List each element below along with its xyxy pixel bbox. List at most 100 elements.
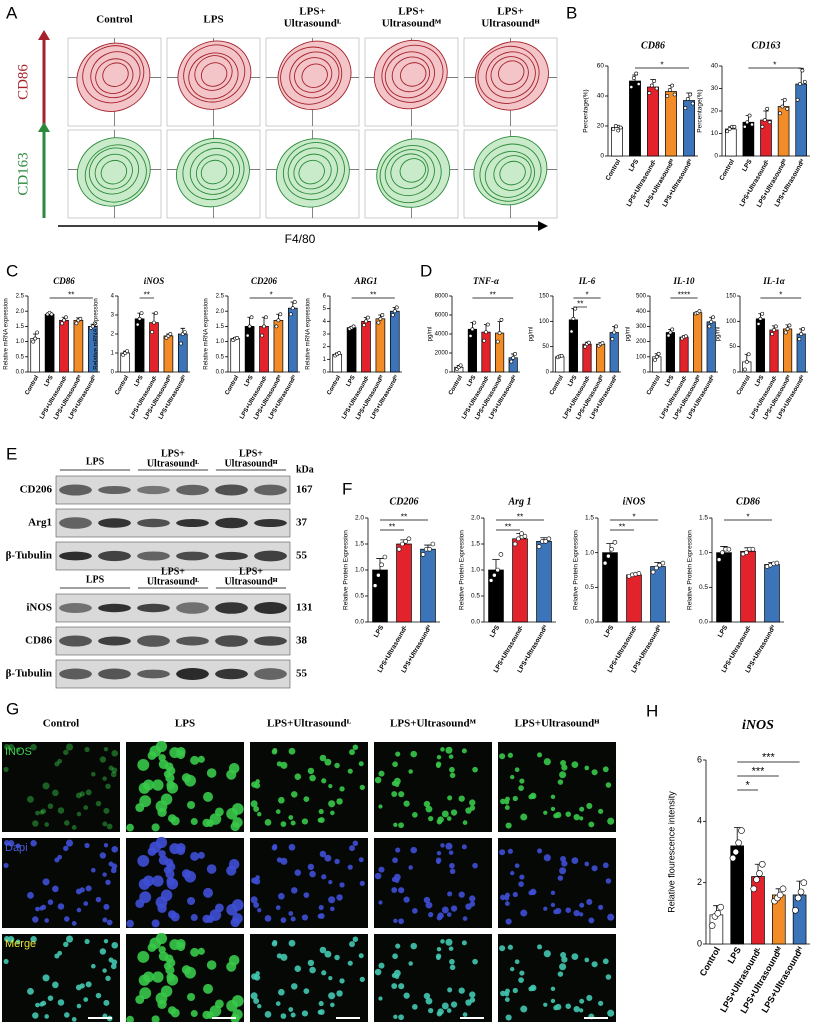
bar [346,327,357,373]
cell [504,892,510,898]
flow-column-header: Ultrasoundᴸ [284,18,342,30]
cell [288,911,294,916]
data-point [62,318,66,323]
cell [64,916,70,922]
y-axis-label: pg/ml [626,327,632,342]
cell [398,1014,404,1021]
bar [706,321,716,373]
cell [334,954,340,961]
data-point [536,544,542,549]
bar [59,319,69,373]
chart-title: Arg 1 [507,496,531,507]
micrograph [2,838,120,928]
cell [330,906,335,912]
blot-band [59,484,92,496]
cell [32,916,39,923]
cell [301,1010,309,1017]
cell [108,765,114,771]
cell [586,802,593,809]
chart-title: CD206 [251,276,278,286]
flow-xlabel: F4/80 [285,232,316,246]
contour [384,51,435,99]
micrograph [374,838,492,928]
bar [244,326,255,373]
cell [504,988,510,994]
y-tick-label: 1 [111,351,115,357]
cell [518,881,524,887]
cell [445,842,453,850]
cell [91,963,96,969]
y-tick-label: 1 [323,357,327,363]
cell [47,899,54,905]
cell [504,901,510,907]
data-point [787,323,792,328]
cell [505,1014,512,1021]
cell [103,939,109,944]
cell [166,972,175,982]
y-axis-label: Relative Protein Expression [343,530,350,610]
cell [347,768,353,774]
cell [440,747,445,752]
blot-strip [55,541,291,571]
x-tick-label: LPS [717,624,730,639]
cell [352,936,359,942]
cell [35,1002,40,1008]
cell [324,950,332,958]
cell [358,761,364,767]
fluor-column-header: LPS+Ultrasoundᴸ [267,718,352,730]
cell [579,998,585,1004]
cell [440,843,445,848]
cell [232,913,243,924]
cell [271,749,278,755]
data-point [716,557,722,562]
cell [328,975,333,981]
cell [550,998,556,1004]
y-tick-label: 0.5 [16,354,25,360]
cell [197,947,205,955]
data-point [797,337,802,341]
fluor-row-label: Dapi [5,842,28,854]
data-point [745,120,750,125]
cell [139,795,152,808]
data-point [657,562,662,568]
data-point [756,870,763,877]
data-point [612,330,617,335]
cell [166,862,176,872]
cell [378,900,383,905]
y-tick-label: 1.0 [471,567,480,574]
data-point [276,318,281,323]
cell [206,768,217,778]
data-point [785,106,790,111]
cell [57,903,65,910]
contour [301,63,328,88]
cell [543,758,551,766]
bar [389,310,400,373]
cell [319,946,327,954]
cell [328,896,336,904]
data-point [337,351,342,355]
cell [280,761,288,769]
blot-band [254,668,287,680]
contour [102,62,129,87]
cell [152,875,164,887]
significance-label: * [585,290,588,299]
cell [206,864,217,874]
cell [83,997,89,1002]
data-point [31,339,36,344]
cell [504,805,510,811]
y-tick-label: 200 [636,339,647,345]
cell [512,795,518,802]
blot-strip [55,508,291,538]
y-tick-label: 0.0 [355,619,364,626]
data-point [543,539,548,544]
y-tick-label: 0 [546,370,550,376]
data-point [292,300,297,304]
bar [512,538,528,623]
cell [111,941,119,949]
cell [190,1009,198,1018]
y-tick-label: 2.0 [471,515,480,522]
blot-group-label: LPS+ [161,448,185,459]
cell [550,806,556,812]
cell [472,766,478,773]
significance-label: ** [68,290,74,299]
